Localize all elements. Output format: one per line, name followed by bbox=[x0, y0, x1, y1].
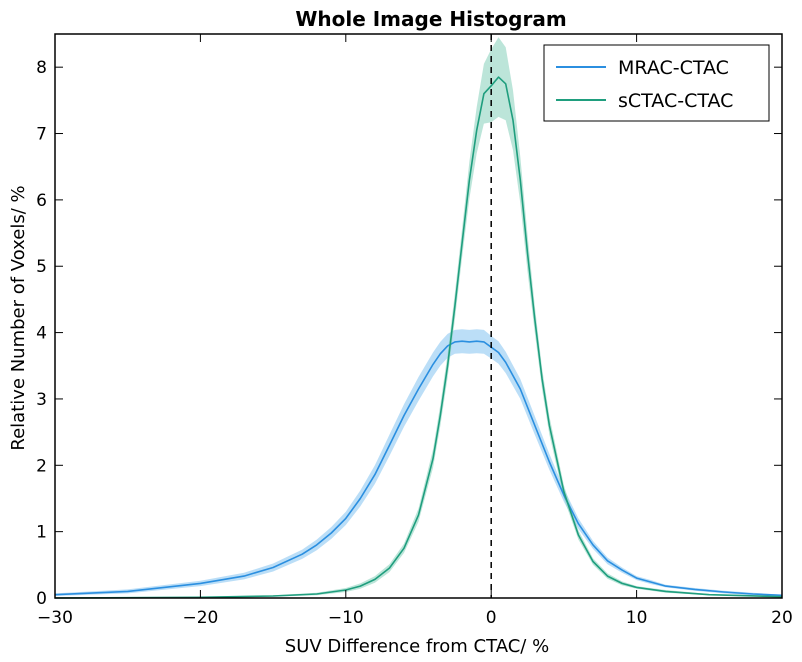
y-tick-label: 4 bbox=[36, 324, 47, 344]
series-line-mrac-ctac bbox=[54, 340, 783, 597]
x-tick-label: 20 bbox=[771, 608, 793, 628]
x-axis-ticks: −30 −20 −10 0 10 20 bbox=[37, 34, 793, 628]
plot-frame bbox=[54, 33, 783, 599]
confidence-bands bbox=[55, 37, 782, 599]
y-axis-ticks: 0 1 2 3 4 5 6 7 8 bbox=[36, 58, 782, 609]
x-tick-label: 10 bbox=[626, 608, 648, 628]
y-tick-label: 0 bbox=[36, 589, 47, 609]
x-tick-label: −20 bbox=[182, 608, 218, 628]
legend-label-sctac-ctac: sCTAC-CTAC bbox=[618, 90, 733, 112]
legend-box bbox=[543, 44, 770, 122]
x-axis-label: SUV Difference from CTAC/ % bbox=[285, 636, 549, 657]
y-axis-label: Relative Number of Voxels/ % bbox=[8, 185, 29, 450]
y-tick-label: 3 bbox=[36, 390, 47, 410]
y-tick-label: 8 bbox=[36, 58, 47, 78]
x-tick-label: 0 bbox=[486, 608, 497, 628]
y-tick-label: 2 bbox=[36, 456, 47, 476]
y-tick-label: 7 bbox=[36, 125, 47, 145]
x-tick-label: −10 bbox=[328, 608, 364, 628]
y-tick-label: 1 bbox=[36, 523, 47, 543]
y-tick-label: 6 bbox=[36, 191, 47, 211]
legend-label-mrac-ctac: MRAC-CTAC bbox=[618, 57, 729, 79]
x-tick-label: −30 bbox=[37, 608, 73, 628]
series-line-sctac-ctac bbox=[54, 76, 783, 599]
band-mrac-ctac bbox=[55, 329, 782, 596]
chart-title: Whole Image Histogram bbox=[295, 7, 566, 31]
legend: MRAC-CTAC sCTAC-CTAC bbox=[543, 44, 770, 122]
series-lines bbox=[54, 76, 783, 599]
y-tick-label: 5 bbox=[36, 257, 47, 277]
